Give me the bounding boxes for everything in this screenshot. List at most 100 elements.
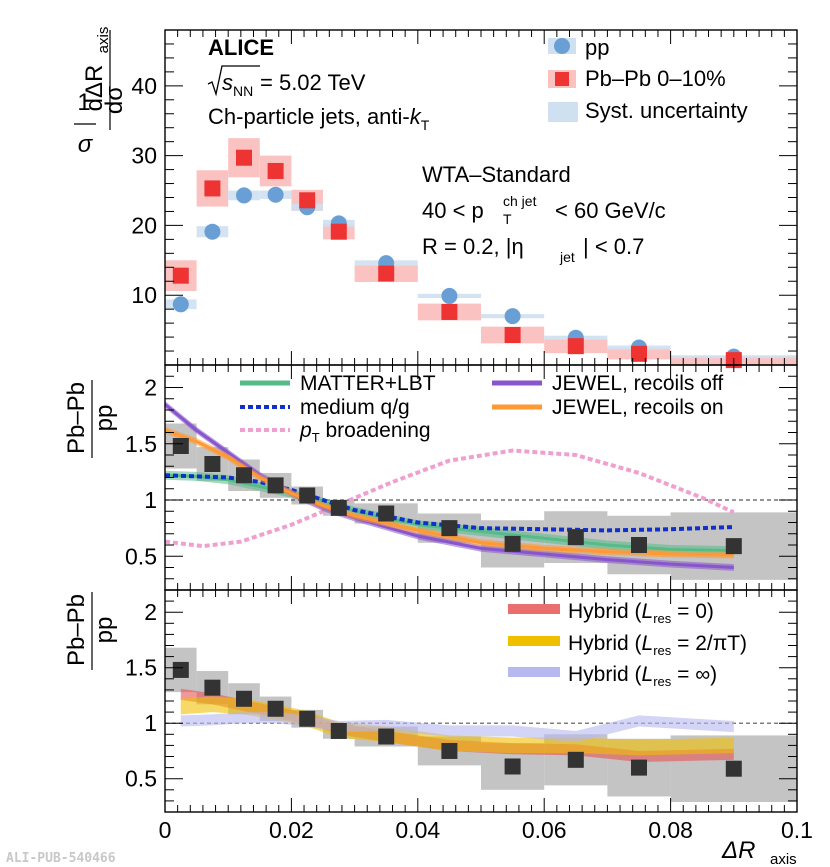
ratio-point xyxy=(378,505,395,522)
ratio-point xyxy=(204,679,221,696)
y-tick-label: 1.5 xyxy=(125,655,157,681)
y-tick-label: 2 xyxy=(144,599,157,625)
pbpb-point xyxy=(330,223,347,240)
ratio-point xyxy=(631,759,647,776)
y-tick-label: 20 xyxy=(131,212,157,238)
y-tick-label: 1.5 xyxy=(125,431,157,457)
top-legend: pp Pb–Pb 0–10% Syst. uncertainty xyxy=(548,35,748,123)
svg-text:Pb–Pb: Pb–Pb xyxy=(63,594,90,666)
ratio-point xyxy=(378,728,395,745)
svg-text:pp: pp xyxy=(91,617,118,644)
middle-legend: MATTER+LBT medium q/g pT broadening JEWE… xyxy=(240,372,724,445)
svg-text:ch jet: ch jet xyxy=(503,193,537,209)
svg-text:pp: pp xyxy=(91,405,118,432)
pp-point xyxy=(236,187,252,204)
ratio-point xyxy=(330,722,347,739)
ratio-point xyxy=(441,520,458,537)
y-tick-label: 1 xyxy=(144,710,157,736)
svg-text:R = 0.2, |η: R = 0.2, |η xyxy=(422,234,524,259)
legend-pt-label: pT broadening xyxy=(299,419,431,445)
y-tick-label: 10 xyxy=(131,282,157,308)
pbpb-point xyxy=(267,162,284,179)
legend-pp-marker xyxy=(554,38,570,54)
ratio-point xyxy=(567,529,584,546)
svg-text:axis: axis xyxy=(95,27,112,54)
legend-pbpb-label: Pb–Pb 0–10% xyxy=(585,66,726,91)
top-panel-plot xyxy=(165,138,797,369)
ratio-point xyxy=(299,710,316,727)
x-tick-label: 0 xyxy=(159,817,172,843)
pbpb-point xyxy=(567,338,584,355)
ratio-point xyxy=(172,438,189,454)
model-line-pt-broadening xyxy=(164,448,735,549)
info-line-2: 40 < p ch jet T < 60 GeV/c xyxy=(422,193,666,227)
legend-hybridinf-marker xyxy=(508,667,560,677)
info-line-3: R = 0.2, |η jet | < 0.7 xyxy=(422,234,644,265)
energy-label: s NN = 5.02 TeV xyxy=(207,65,366,99)
middle-ylabel: Pb–Pb pp xyxy=(63,380,118,458)
y-tick-label: 1 xyxy=(144,487,157,513)
svg-text:1: 1 xyxy=(77,89,90,116)
x-tick-label: 0.06 xyxy=(522,817,567,843)
jet-definition-label: Ch-particle jets, anti-kT xyxy=(208,104,430,133)
pbpb-point xyxy=(204,180,221,197)
energy-sub: NN xyxy=(233,83,253,99)
bottom-panel-plot xyxy=(165,647,797,803)
svg-text:40 < p: 40 < p xyxy=(422,198,484,223)
svg-text:dΔR: dΔR xyxy=(81,65,108,112)
legend-medium-label: medium q/g xyxy=(300,396,410,419)
legend-hybrid2-label: Hybrid (Lres = 2/πT) xyxy=(568,632,747,658)
sqrt-symbol xyxy=(207,65,260,97)
legend-hybrid2-marker xyxy=(508,636,560,646)
y-tick-label: 0.5 xyxy=(125,543,157,569)
ratio-point xyxy=(725,760,742,777)
pbpb-point xyxy=(299,192,316,209)
svg-text:dσ: dσ xyxy=(101,86,128,114)
ratio-point xyxy=(267,477,284,494)
pp-point xyxy=(204,223,221,240)
pp-point xyxy=(267,186,284,203)
ratio-point xyxy=(204,456,221,472)
x-axis-label: ΔR axis xyxy=(721,837,797,867)
ratio-point xyxy=(236,690,252,707)
ratio-point xyxy=(236,467,252,484)
y-tick-label: 30 xyxy=(131,143,157,169)
x-tick-label: 0.04 xyxy=(395,817,440,843)
legend-hybrid0-label: Hybrid (Lres = 0) xyxy=(568,600,714,626)
publication-id: ALI-PUB-540466 xyxy=(6,851,116,866)
svg-text:axis: axis xyxy=(770,851,797,867)
legend-matter-label: MATTER+LBT xyxy=(300,372,436,395)
y-tick-label: 2 xyxy=(144,375,157,401)
legend-hybrid0-marker xyxy=(508,604,560,614)
model-band-hybrid-lres-2-t- xyxy=(180,696,734,756)
energy-s: s xyxy=(222,70,233,95)
info-line-1: WTA–Standard xyxy=(422,162,571,187)
ratio-point xyxy=(631,537,647,553)
pbpb-point xyxy=(504,326,521,343)
svg-text:T: T xyxy=(503,211,512,227)
ratio-point xyxy=(330,499,347,516)
legend-hybridinf-label: Hybrid (Lres = ∞) xyxy=(568,663,717,689)
x-tick-label: 0.1 xyxy=(781,817,813,843)
y-tick-label: 40 xyxy=(131,73,157,99)
legend-jewel-on-label: JEWEL, recoils on xyxy=(552,396,724,419)
svg-text:< 60 GeV/c: < 60 GeV/c xyxy=(555,198,666,223)
legend-syst-label: Syst. uncertainty xyxy=(585,98,748,123)
svg-text:jet: jet xyxy=(559,249,575,265)
svg-text:σ: σ xyxy=(78,131,94,158)
pbpb-point xyxy=(441,303,458,320)
middle-panel-plot xyxy=(164,401,797,580)
legend-syst-marker xyxy=(548,102,578,122)
ratio-point xyxy=(172,661,189,678)
bottom-ylabel: Pb–Pb pp xyxy=(63,592,118,670)
pbpb-point xyxy=(378,265,395,282)
ratio-point xyxy=(267,700,284,717)
pbpb-point xyxy=(631,345,647,362)
ratio-point xyxy=(441,742,458,759)
pp-point xyxy=(504,308,521,325)
model-band-hybrid-lres- xyxy=(180,712,734,743)
bottom-legend: Hybrid (Lres = 0) Hybrid (Lres = 2/πT) H… xyxy=(508,600,747,689)
legend-pbpb-marker xyxy=(555,72,569,86)
